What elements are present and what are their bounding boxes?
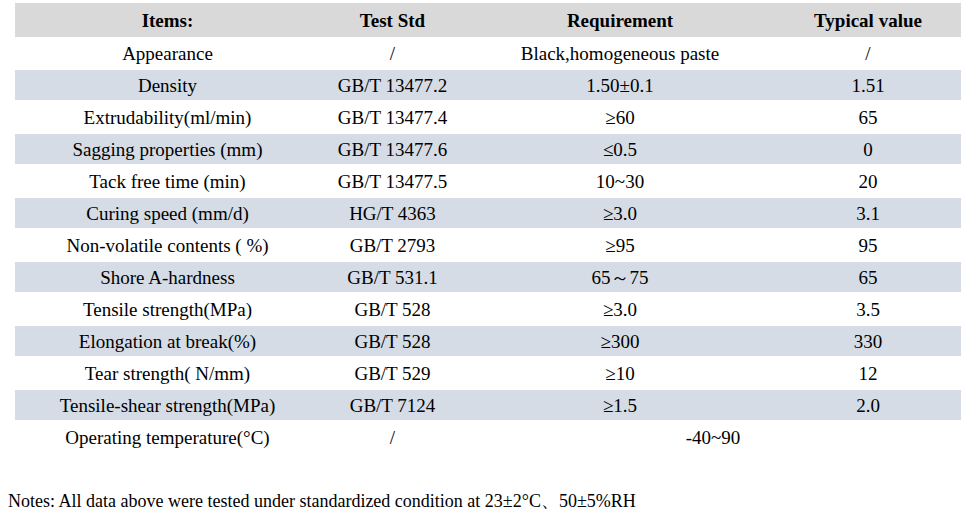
table-row: Density GB/T 13477.2 1.50±0.1 1.51 xyxy=(15,69,961,101)
table-row: Elongation at break(%) GB/T 528 ≥300 330 xyxy=(15,325,961,357)
header-typical-value: Typical value xyxy=(775,11,961,30)
table-row: Appearance / Black,homogeneous paste / xyxy=(15,37,961,69)
typical-value-cell: 1.51 xyxy=(775,76,961,95)
requirement-cell: 65～75 xyxy=(465,268,775,287)
typical-value-cell: 3.1 xyxy=(775,204,961,223)
test-std-cell: GB/T 529 xyxy=(320,364,465,383)
table-row: Extrudability(ml/min) GB/T 13477.4 ≥60 6… xyxy=(15,101,961,133)
item-cell: Sagging properties (mm) xyxy=(15,140,320,159)
item-cell: Appearance xyxy=(15,44,320,63)
item-cell: Elongation at break(%) xyxy=(15,332,320,351)
table-body: Appearance / Black,homogeneous paste / D… xyxy=(15,37,961,453)
item-cell: Tensile-shear strength(MPa) xyxy=(15,396,320,415)
requirement-cell: ≥95 xyxy=(465,236,775,255)
typical-value-cell: 20 xyxy=(775,172,961,191)
header-test-std: Test Std xyxy=(320,11,465,30)
notes-text: Notes: All data above were tested under … xyxy=(8,489,636,513)
requirement-cell: ≥3.0 xyxy=(465,204,775,223)
item-cell: Operating temperature(°C) xyxy=(15,428,320,447)
test-std-cell: HG/T 4363 xyxy=(320,204,465,223)
test-std-cell: GB/T 13477.5 xyxy=(320,172,465,191)
table-row: Sagging properties (mm) GB/T 13477.6 ≤0.… xyxy=(15,133,961,165)
spec-table: Items: Test Std Requirement Typical valu… xyxy=(15,3,961,453)
test-std-cell: GB/T 2793 xyxy=(320,236,465,255)
test-std-cell: / xyxy=(320,44,465,63)
typical-value-cell: / xyxy=(775,44,961,63)
requirement-cell: 10~30 xyxy=(465,172,775,191)
item-cell: Extrudability(ml/min) xyxy=(15,108,320,127)
test-std-cell: GB/T 531.1 xyxy=(320,268,465,287)
item-cell: Tensile strength(MPa) xyxy=(15,300,320,319)
requirement-cell: ≥3.0 xyxy=(465,300,775,319)
test-std-cell: GB/T 528 xyxy=(320,300,465,319)
table-row: Shore A-hardness GB/T 531.1 65～75 65 xyxy=(15,261,961,293)
requirement-cell: ≥60 xyxy=(465,108,775,127)
test-std-cell: GB/T 13477.2 xyxy=(320,76,465,95)
item-cell: Curing speed (mm/d) xyxy=(15,204,320,223)
test-std-cell: / xyxy=(320,428,465,447)
requirement-cell: ≥10 xyxy=(465,364,775,383)
table-row: Tensile-shear strength(MPa) GB/T 7124 ≥1… xyxy=(15,389,961,421)
requirement-cell: ≥1.5 xyxy=(465,396,775,415)
item-cell: Tear strength( N/mm) xyxy=(15,364,320,383)
table-row: Tear strength( N/mm) GB/T 529 ≥10 12 xyxy=(15,357,961,389)
typical-value-cell: 2.0 xyxy=(775,396,961,415)
typical-value-cell: 0 xyxy=(775,140,961,159)
item-cell: Non-volatile contents ( %) xyxy=(15,236,320,255)
test-std-cell: GB/T 13477.6 xyxy=(320,140,465,159)
table-row: Curing speed (mm/d) HG/T 4363 ≥3.0 3.1 xyxy=(15,197,961,229)
header-requirement: Requirement xyxy=(465,11,775,30)
item-cell: Density xyxy=(15,76,320,95)
test-std-cell: GB/T 7124 xyxy=(320,396,465,415)
test-std-cell: GB/T 528 xyxy=(320,332,465,351)
typical-value-cell: 330 xyxy=(775,332,961,351)
requirement-cell: Black,homogeneous paste xyxy=(465,44,775,63)
item-cell: Shore A-hardness xyxy=(15,268,320,287)
header-items: Items: xyxy=(15,11,320,30)
table-row: Operating temperature(°C) / -40~90 xyxy=(15,421,961,453)
typical-value-cell: 95 xyxy=(775,236,961,255)
table-row: Non-volatile contents ( %) GB/T 2793 ≥95… xyxy=(15,229,961,261)
requirement-cell: ≤0.5 xyxy=(465,140,775,159)
typical-value-cell: 65 xyxy=(775,268,961,287)
table-row: Tensile strength(MPa) GB/T 528 ≥3.0 3.5 xyxy=(15,293,961,325)
typical-value-cell: 12 xyxy=(775,364,961,383)
item-cell: Tack free time (min) xyxy=(15,172,320,191)
table-header-row: Items: Test Std Requirement Typical valu… xyxy=(15,3,961,37)
typical-value-cell: 3.5 xyxy=(775,300,961,319)
requirement-cell: 1.50±0.1 xyxy=(465,76,775,95)
requirement-cell: ≥300 xyxy=(465,332,775,351)
test-std-cell: GB/T 13477.4 xyxy=(320,108,465,127)
typical-value-cell: 65 xyxy=(775,108,961,127)
table-row: Tack free time (min) GB/T 13477.5 10~30 … xyxy=(15,165,961,197)
requirement-cell: -40~90 xyxy=(465,428,961,447)
